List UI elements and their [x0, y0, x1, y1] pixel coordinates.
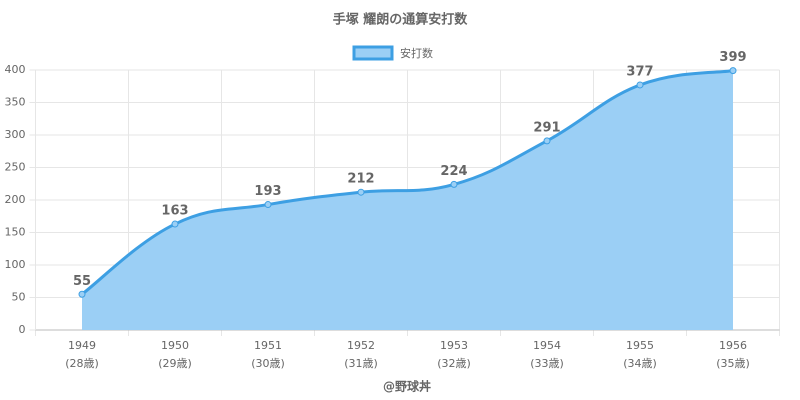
y-tick-label: 400	[5, 63, 26, 76]
legend-label: 安打数	[400, 46, 433, 60]
source: @野球丼	[383, 379, 431, 394]
value-label: 377	[626, 64, 653, 79]
value-label: 212	[347, 172, 374, 187]
point	[357, 188, 365, 196]
x-tick-label: 1950	[161, 339, 189, 352]
value-label: 163	[161, 204, 188, 219]
value-label: 224	[440, 164, 467, 179]
y-tick-label: 200	[5, 193, 26, 206]
y-tick-label: 250	[5, 161, 26, 174]
y-tick-label: 0	[19, 323, 26, 336]
y-tick-label: 150	[5, 226, 26, 239]
x-tick-label: 1952	[347, 339, 375, 352]
value-label: 193	[254, 184, 281, 199]
area	[82, 70, 733, 331]
x-tick-label: (30歳)	[251, 357, 285, 370]
x-tick-label: (35歳)	[716, 357, 750, 370]
x-tick-label: (31歳)	[344, 357, 378, 370]
value-label: 399	[719, 50, 746, 65]
x-tick-label: 1955	[626, 339, 654, 352]
x-tick-label: (34歳)	[623, 357, 657, 370]
legend-swatch	[352, 45, 394, 61]
value-label: 291	[533, 120, 560, 135]
point	[729, 67, 737, 75]
y-tick-label: 350	[5, 96, 26, 109]
x-tick-label: (28歳)	[65, 357, 99, 370]
x-tick-label: 1956	[719, 339, 747, 352]
y-tick-label: 50	[12, 291, 26, 304]
x-tick-label: (33歳)	[530, 357, 564, 370]
y-tick-label: 100	[5, 258, 26, 271]
y-tick-label: 300	[5, 128, 26, 141]
x-tick-label: 1953	[440, 339, 468, 352]
x-tick-label: (29歳)	[158, 357, 192, 370]
x-tick-label: 1954	[533, 339, 561, 352]
x-tick-label: 1949	[68, 339, 96, 352]
x-tick-label: 1951	[254, 339, 282, 352]
point	[78, 290, 86, 298]
x-tick-label: (32歳)	[437, 357, 471, 370]
chart-title: 手塚 耀朗の通算安打数	[333, 12, 469, 28]
point	[636, 81, 644, 89]
line	[81, 69, 734, 296]
point	[450, 180, 458, 188]
point	[171, 220, 179, 228]
point	[543, 137, 551, 145]
point	[264, 201, 272, 209]
value-label: 55	[73, 274, 91, 289]
